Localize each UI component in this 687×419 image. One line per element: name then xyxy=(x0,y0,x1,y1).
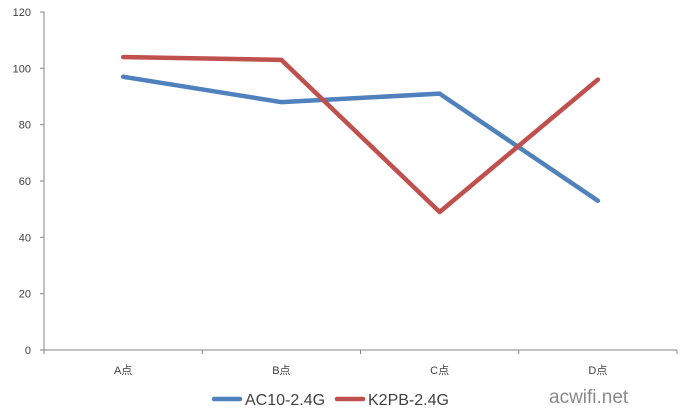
legend-label: K2PB-2.4G xyxy=(368,392,449,409)
x-tick-label: B点 xyxy=(272,364,290,377)
y-tick-labels: 0 20 40 60 80 100 120 xyxy=(13,7,44,357)
x-tick-label: D点 xyxy=(588,364,607,377)
x-tick-label: A点 xyxy=(114,364,132,377)
x-tick-label: C点 xyxy=(430,364,449,377)
y-tick-label: 20 xyxy=(19,289,31,301)
x-tick-labels: A点 B点 C点 D点 xyxy=(43,350,678,377)
watermark-text: acwifi.net xyxy=(549,387,629,408)
y-tick-label: 0 xyxy=(25,345,31,357)
y-tick-label: 100 xyxy=(13,63,31,75)
legend: AC10-2.4G K2PB-2.4G xyxy=(211,392,449,409)
y-tick-label: 60 xyxy=(19,176,31,188)
series-lines xyxy=(120,54,601,215)
series-line-2 xyxy=(120,54,601,215)
y-tick-label: 80 xyxy=(19,120,31,132)
legend-label: AC10-2.4G xyxy=(245,392,325,409)
y-tick-label: 40 xyxy=(19,232,31,244)
y-tick-label: 120 xyxy=(13,7,31,19)
